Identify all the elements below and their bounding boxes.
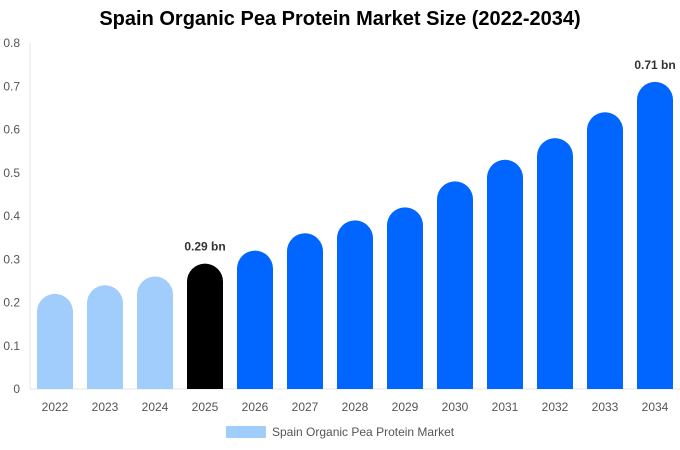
bar-2033: [587, 112, 623, 389]
x-tick-label: 2023: [92, 400, 119, 414]
x-tick-label: 2029: [392, 400, 419, 414]
x-tick-label: 2025: [192, 400, 219, 414]
x-tick-label: 2022: [42, 400, 69, 414]
bar-2024: [137, 276, 173, 389]
bar-2032: [537, 138, 573, 389]
y-tick-label: 0.8: [3, 36, 20, 50]
y-tick-label: 0.6: [3, 123, 20, 137]
bar-2034: [637, 81, 673, 390]
x-tick-label: 2026: [242, 400, 269, 414]
bar-2025: [187, 263, 223, 389]
x-tick-label: 2033: [592, 400, 619, 414]
y-tick-label: 0.3: [3, 252, 20, 266]
x-tick-label: 2024: [142, 400, 169, 414]
x-tick-label: 2028: [342, 400, 369, 414]
y-tick-label: 0: [13, 382, 20, 396]
y-tick-label: 0.5: [3, 166, 20, 180]
bar-2023: [87, 285, 123, 389]
x-tick-label: 2027: [292, 400, 319, 414]
legend-label: Spain Organic Pea Protein Market: [272, 425, 455, 439]
bar-2028: [337, 220, 373, 389]
data-label: 0.71 bn: [634, 58, 675, 72]
bar-2030: [437, 181, 473, 389]
bar-2031: [487, 159, 523, 389]
legend-swatch: [226, 426, 266, 438]
bar-2027: [287, 233, 323, 389]
y-tick-label: 0.2: [3, 296, 20, 310]
bar-2029: [387, 207, 423, 389]
x-tick-label: 2034: [642, 400, 669, 414]
x-tick-label: 2030: [442, 400, 469, 414]
bar-2022: [37, 293, 73, 389]
legend: Spain Organic Pea Protein Market: [226, 425, 454, 439]
y-tick-label: 0.7: [3, 79, 20, 93]
data-label: 0.29 bn: [184, 240, 225, 254]
chart-title: Spain Organic Pea Protein Market Size (2…: [99, 8, 581, 30]
bar-2026: [237, 250, 273, 389]
x-tick-label: 2031: [492, 400, 519, 414]
y-tick-label: 0.4: [3, 209, 20, 223]
x-tick-label: 2032: [542, 400, 569, 414]
y-tick-label: 0.1: [3, 339, 20, 353]
